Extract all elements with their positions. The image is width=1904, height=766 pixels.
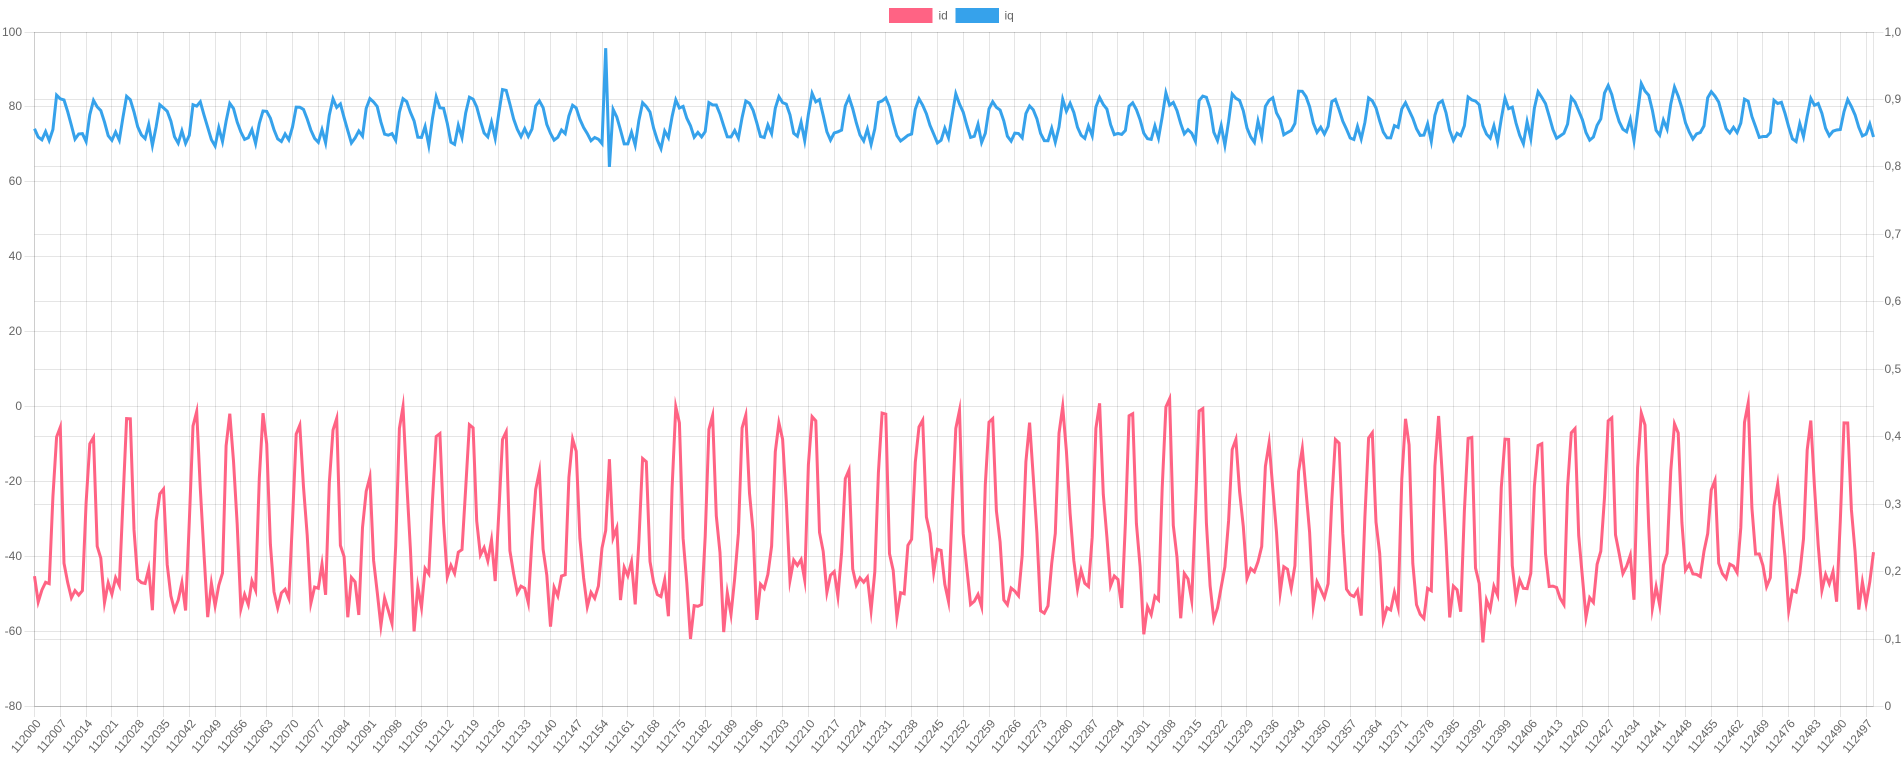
- svg-text:0,6: 0,6: [1885, 294, 1902, 308]
- svg-text:1,0: 1,0: [1885, 25, 1902, 39]
- svg-text:0,9: 0,9: [1885, 92, 1902, 106]
- svg-text:iq: iq: [1005, 9, 1014, 23]
- svg-text:0,4: 0,4: [1885, 429, 1902, 443]
- svg-text:60: 60: [9, 174, 23, 188]
- svg-text:20: 20: [9, 324, 23, 338]
- svg-text:-40: -40: [5, 549, 23, 563]
- svg-text:0,2: 0,2: [1885, 564, 1902, 578]
- svg-text:0,5: 0,5: [1885, 362, 1902, 376]
- svg-text:100: 100: [2, 25, 22, 39]
- svg-text:-20: -20: [5, 474, 23, 488]
- svg-text:0,1: 0,1: [1885, 632, 1902, 646]
- svg-text:0: 0: [15, 399, 22, 413]
- svg-text:40: 40: [9, 249, 23, 263]
- svg-text:80: 80: [9, 99, 23, 113]
- svg-text:0,3: 0,3: [1885, 497, 1902, 511]
- svg-text:0,7: 0,7: [1885, 227, 1902, 241]
- svg-text:0,8: 0,8: [1885, 159, 1902, 173]
- svg-text:0: 0: [1885, 699, 1892, 713]
- svg-text:-60: -60: [5, 624, 23, 638]
- svg-text:id: id: [939, 9, 948, 23]
- svg-text:-80: -80: [5, 699, 23, 713]
